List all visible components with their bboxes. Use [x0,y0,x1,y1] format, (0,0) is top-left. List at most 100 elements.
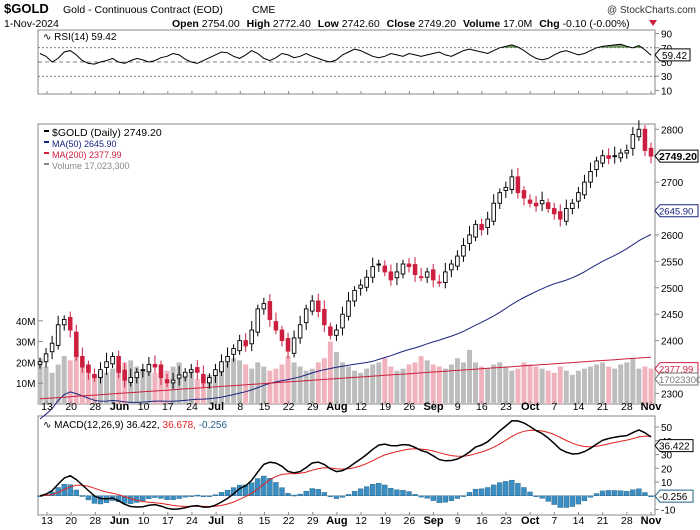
candle-body [509,176,515,190]
macd-histogram-bar [400,489,406,496]
volume-bar [569,374,575,404]
price-x-label: 14 [573,401,585,413]
macd-histogram-bar [182,495,188,498]
volume-bar [140,370,146,404]
volume-bar [551,372,557,404]
candle-body [612,155,617,158]
macd-histogram-bar [297,493,303,496]
legend-entry: MA(50) 2645.90 [52,139,117,149]
volume-bar [279,364,285,404]
macd-histogram-bar [67,484,73,496]
exchange: CME [252,4,275,16]
volume-bar [164,370,170,404]
candle-body [443,271,448,283]
macd-histogram-bar [249,482,255,496]
candle-body [273,321,279,331]
macd-x-label: Jul [208,515,224,527]
volume-bar [624,362,630,404]
volume-bar [460,362,466,404]
volume-bar [533,366,539,404]
macd-histogram-bar [224,489,231,496]
rsi-tick-label: 90 [661,30,673,41]
volume-bar [485,368,491,404]
candle-body [642,128,648,151]
candle-body [606,155,611,159]
candle-body [237,340,242,352]
price-x-label: 19 [379,401,391,413]
price-x-label: 24 [186,401,198,413]
price-x-label: Jun [110,401,130,413]
candle-body [473,223,478,238]
candle-body [539,200,545,205]
macd-histogram-bar [128,495,134,504]
macd-signal-value: 36.678, [163,420,199,431]
price-tick-label: 2450 [661,310,684,321]
candle-body [188,369,194,373]
macd-histogram-bar [170,495,176,500]
open-label: Open [172,18,199,30]
candle-body [182,371,188,378]
volume-bar [321,358,327,404]
macd-histogram-bar [515,483,521,496]
macd-histogram-bar [376,483,382,496]
candle-body [491,202,496,222]
macd-histogram-bar [587,495,594,498]
macd-histogram-bar [200,495,207,497]
volume-bar [303,370,309,404]
candle-body [176,374,182,379]
candle-body [170,379,176,384]
macd-histogram-bar [285,493,291,496]
macd-histogram-bar [436,495,442,503]
candle-body [249,329,254,345]
macd-histogram-bar [345,494,352,496]
chg-label: Chg [539,18,559,30]
macd-histogram-bar [636,488,642,496]
candle-body [551,208,557,215]
candle-body [521,190,527,199]
macd-histogram-bar [412,494,418,496]
candle-body [116,356,121,373]
candle-body [394,271,400,279]
candle-body [219,361,224,373]
volume-bar [79,362,85,404]
candle-body [437,281,442,284]
macd-histogram-bar [115,495,122,502]
volume-bar [376,362,382,404]
macd-histogram-bar [612,490,618,496]
candle-body [648,147,654,157]
volume-bar [358,372,364,404]
candle-body [467,234,472,244]
price-tick-label: 2550 [661,257,684,268]
volume-bar [539,368,545,404]
macd-histogram-bar [497,482,503,496]
macd-x-label: 24 [186,515,198,527]
price-value-tag-label: 2377.99 [659,365,693,376]
candle-body [267,301,273,320]
macd-histogram-bar [267,478,273,496]
macd-x-label: 28 [89,515,101,527]
candle-body [92,373,97,379]
volume-bar [73,352,79,404]
macd-panel [37,415,656,516]
rsi-value-tag-label: 59.42 [662,51,687,62]
price-x-label: Nov [641,401,663,413]
volume-bar [43,366,49,404]
volume-bar [194,379,200,404]
candle-body [67,316,73,331]
volume-bar [454,358,460,404]
volume-bar [339,362,345,404]
volume-bar [479,366,485,404]
volume-bar [104,372,110,404]
macd-x-label: 8 [237,515,243,527]
price-value-tag-label: 2645.90 [659,207,693,218]
candle-body [201,373,206,384]
macd-histogram-bar [618,490,624,496]
price-x-label: 23 [500,401,512,413]
candle-body [55,324,61,346]
volume-bar [430,364,436,404]
price-tick-label: 2400 [661,337,684,348]
candle-body [527,199,533,204]
macd-x-label: 17 [162,515,174,527]
candle-body [37,361,43,365]
